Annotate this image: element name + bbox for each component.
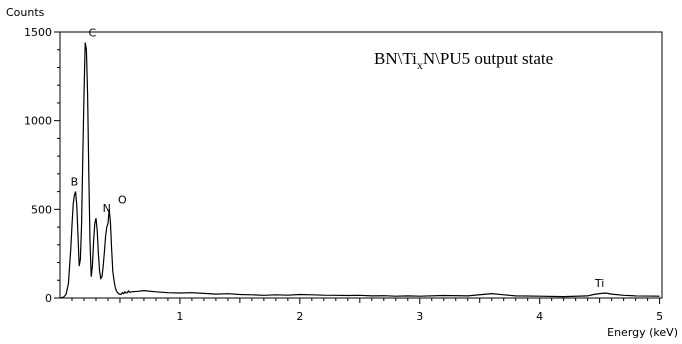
- peak-label-o: O: [118, 193, 127, 206]
- axes-group: 0 500 1000 1500 1 2 3 4 5: [24, 26, 663, 323]
- series-group: [59, 42, 660, 299]
- plot-frame: [59, 31, 663, 299]
- title-part-rest: N\PU5 output state: [423, 49, 553, 68]
- y-axis-label: Counts: [6, 6, 45, 19]
- y-tick-label: 0: [45, 292, 52, 305]
- peak-label-c: C: [89, 27, 97, 40]
- chart-title: BN\TixN\PU5 output state: [374, 49, 553, 72]
- y-tick-label: 1000: [24, 115, 52, 128]
- peak-label-b: B: [71, 176, 79, 189]
- title-part-main: BN\Ti: [374, 49, 417, 68]
- x-tick-label: 1: [176, 310, 183, 323]
- peak-label-ti: Ti: [594, 277, 604, 290]
- x-tick-label: 4: [536, 310, 543, 323]
- annotation-group: B C NO Ti: [71, 27, 605, 290]
- title-subscript: x: [417, 58, 423, 72]
- x-axis-label: Energy (keV): [607, 326, 678, 339]
- x-tick-label: 3: [416, 310, 423, 323]
- y-tick-label: 1500: [24, 26, 52, 39]
- peak-label-n: N: [103, 202, 111, 215]
- x-tick-label: 5: [656, 310, 663, 323]
- x-tick-label: 2: [296, 310, 303, 323]
- spectrum-line: [59, 42, 660, 299]
- y-tick-label: 500: [31, 203, 52, 216]
